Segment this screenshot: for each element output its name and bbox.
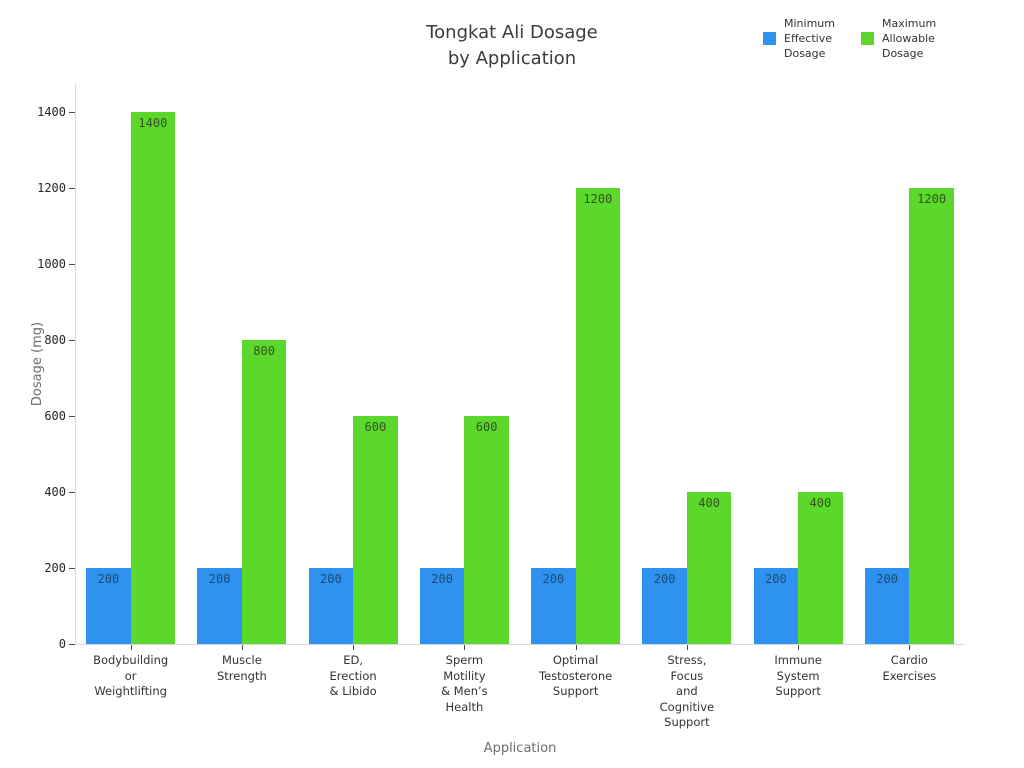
bar-value-label: 200 [876,572,898,586]
x-tick-mark [798,645,800,650]
bar-maximum-dosage [130,112,176,644]
bar-value-label: 400 [698,496,720,510]
x-axis-title: Application [483,741,557,756]
category-label: Stress, Focus and Cognitive Support [659,653,715,729]
bar-value-label: 200 [542,572,565,586]
x-axis-line [75,644,965,645]
bar-maximum-dosage [798,492,843,644]
bar-minimum-dosage [753,568,799,644]
bar-value-label: 1200 [917,192,947,206]
bar-value-label: 200 [97,572,120,586]
bar-minimum-dosage [864,568,910,644]
y-tick-mark [69,568,75,569]
bar-value-label: 1400 [138,116,168,130]
legend-label-maximum: Maximum Allowable Dosage [881,17,937,60]
y-tick-label: 800 [44,333,66,347]
bar-minimum-dosage [86,568,131,644]
bar-maximum-dosage [575,188,621,644]
bar-value-label: 400 [809,496,832,510]
legend-item-minimum: Minimum Effective Dosage [763,16,835,61]
bar-value-label: 200 [765,572,787,586]
bar-value-label: 200 [208,572,231,586]
bar-maximum-dosage [353,416,398,644]
bar-value-label: 200 [431,572,453,586]
category-label: Bodybuilding or Weightlifting [93,653,169,698]
x-tick-mark [686,645,688,650]
category-label: Optimal Testosterone Support [539,653,613,698]
x-tick-mark [353,645,355,650]
bar-maximum-dosage [909,188,954,644]
bar-value-label: 200 [320,572,342,586]
y-tick-label: 400 [44,485,66,499]
y-tick-mark [69,112,75,113]
y-tick-mark [69,416,75,417]
category-label: Cardio Exercises [882,653,937,683]
y-axis-title: Dosage (mg) [30,321,45,407]
y-tick-label: 0 [58,637,66,651]
legend-swatch-minimum-icon [763,32,776,45]
y-tick-mark [69,492,75,493]
bar-minimum-dosage [308,568,354,644]
x-tick-mark [909,645,911,650]
bar-minimum-dosage [419,568,465,644]
legend-swatch-maximum-icon [860,32,874,45]
category-label: ED, Erection & Libido [329,653,377,698]
y-tick-mark [69,644,75,645]
bar-minimum-dosage [197,568,242,644]
y-tick-mark [69,188,75,189]
bar-value-label: 200 [653,572,676,586]
bar-value-label: 600 [475,420,498,434]
x-tick-mark [464,645,466,650]
x-tick-mark [241,645,243,650]
y-tick-label: 200 [44,561,66,575]
bar-maximum-dosage [241,340,287,644]
chart-title: Tongkat Ali Dosage by Application [426,22,598,69]
bar-minimum-dosage [642,568,687,644]
legend-label-minimum: Minimum Effective Dosage [784,17,835,60]
y-tick-mark [69,340,75,341]
y-tick-label: 1200 [37,181,66,195]
category-label: Immune System Support [774,653,822,698]
bar-value-label: 1200 [583,192,613,206]
legend-item-maximum: Maximum Allowable Dosage [860,16,937,61]
bar-maximum-dosage [464,416,509,644]
y-tick-label: 600 [44,409,66,423]
x-tick-mark [575,645,577,650]
bar-maximum-dosage [686,492,732,644]
y-tick-label: 1400 [37,105,66,119]
category-label: Muscle Strength [217,653,267,683]
y-tick-mark [69,264,75,265]
category-label: Sperm Motility & Men’s Health [441,653,488,714]
y-axis-line [75,84,76,644]
bar-value-label: 600 [364,420,387,434]
y-tick-label: 1000 [37,257,66,271]
bar-minimum-dosage [531,568,576,644]
legend: Minimum Effective Dosage Maximum Allowab… [763,16,936,61]
bar-value-label: 800 [253,344,275,358]
x-tick-mark [130,645,132,650]
